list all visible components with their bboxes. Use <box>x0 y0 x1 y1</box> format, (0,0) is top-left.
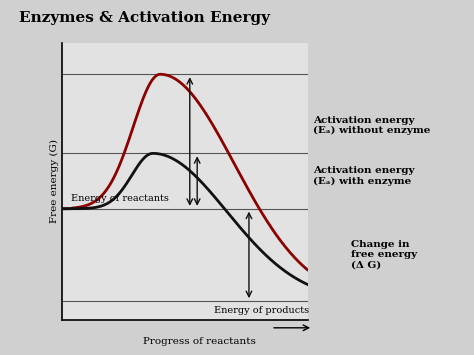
Text: Activation energy
(Eₐ) with enzyme: Activation energy (Eₐ) with enzyme <box>313 166 414 186</box>
Text: Enzymes & Activation Energy: Enzymes & Activation Energy <box>19 11 270 24</box>
Text: Activation energy
(Eₐ) without enzyme: Activation energy (Eₐ) without enzyme <box>313 116 430 136</box>
Y-axis label: Free energy (G): Free energy (G) <box>50 139 59 223</box>
Text: Energy of products: Energy of products <box>214 306 310 315</box>
Text: Energy of reactants: Energy of reactants <box>72 195 169 203</box>
Text: Change in
free energy
(Δ G): Change in free energy (Δ G) <box>351 240 417 270</box>
Text: Progress of reactants: Progress of reactants <box>143 337 255 346</box>
